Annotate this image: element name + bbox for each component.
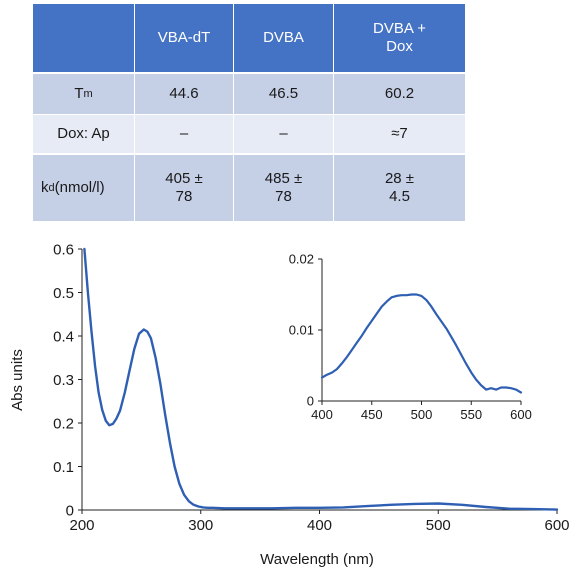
- main-y-tick-label: 0.5: [53, 285, 74, 302]
- inset-plot: 400 450 500 550 600 0 0.01 0.02: [289, 252, 532, 422]
- table-cell: 46.5: [233, 74, 333, 114]
- main-y-tick-label: 0.3: [53, 372, 74, 389]
- table-cell: –: [134, 115, 233, 153]
- inset-spectrum-line: [320, 293, 523, 394]
- table-cell: 28 ± 4.5: [333, 155, 465, 221]
- main-y-tick-label: 0.1: [53, 459, 74, 476]
- main-y-tick-label: 0.6: [53, 241, 74, 258]
- table-cell: 405 ± 78: [134, 155, 233, 221]
- inset-x-tick-label: 400: [311, 407, 333, 422]
- inset-x-tick-label: 500: [411, 407, 433, 422]
- inset-y-tick-label: 0: [307, 394, 314, 409]
- main-plot: 200 300 400 500 600 0 0.1 0.2 0.3 0.4 0.5 0.6: [53, 241, 569, 534]
- main-x-tick-label: 300: [188, 517, 213, 534]
- table-cell: 60.2: [333, 74, 465, 114]
- table-header-row: VBA-dT DVBA DVBA + Dox: [33, 4, 465, 72]
- table-cell: 485 ± 78: [233, 155, 333, 221]
- header-cell-dvba: DVBA: [233, 4, 333, 72]
- x-axis-label: Wavelength (nm): [260, 551, 374, 568]
- table-cell: 44.6: [134, 74, 233, 114]
- main-x-tick-label: 500: [426, 517, 451, 534]
- y-axis-label: Abs units: [9, 349, 26, 411]
- inset-x-tick-label: 600: [510, 407, 532, 422]
- main-x-tick-label: 200: [69, 517, 94, 534]
- table-cell: –: [233, 115, 333, 153]
- main-y-tick-label: 0.4: [53, 328, 74, 345]
- main-y-tick-label: 0: [66, 502, 74, 519]
- main-y-tick-label: 0.2: [53, 415, 74, 432]
- row-label-dox-ap: Dox: Ap: [33, 115, 134, 153]
- inset-x-tick-label: 450: [361, 407, 383, 422]
- inset-y-tick-label: 0.02: [289, 252, 314, 267]
- header-cell-empty: [33, 4, 134, 72]
- inset-y-tick-label: 0.01: [289, 323, 314, 338]
- inset-x-tick-label: 550: [460, 407, 482, 422]
- table-row: Dox: Ap – – ≈7: [33, 115, 465, 153]
- header-cell-dvba-dox: DVBA + Dox: [333, 4, 465, 72]
- main-spectrum-line: [83, 247, 559, 511]
- main-x-tick-label: 400: [307, 517, 332, 534]
- header-cell-vba-dt: VBA-dT: [134, 4, 233, 72]
- main-x-tick-label: 600: [544, 517, 569, 534]
- table-cell: ≈7: [333, 115, 465, 153]
